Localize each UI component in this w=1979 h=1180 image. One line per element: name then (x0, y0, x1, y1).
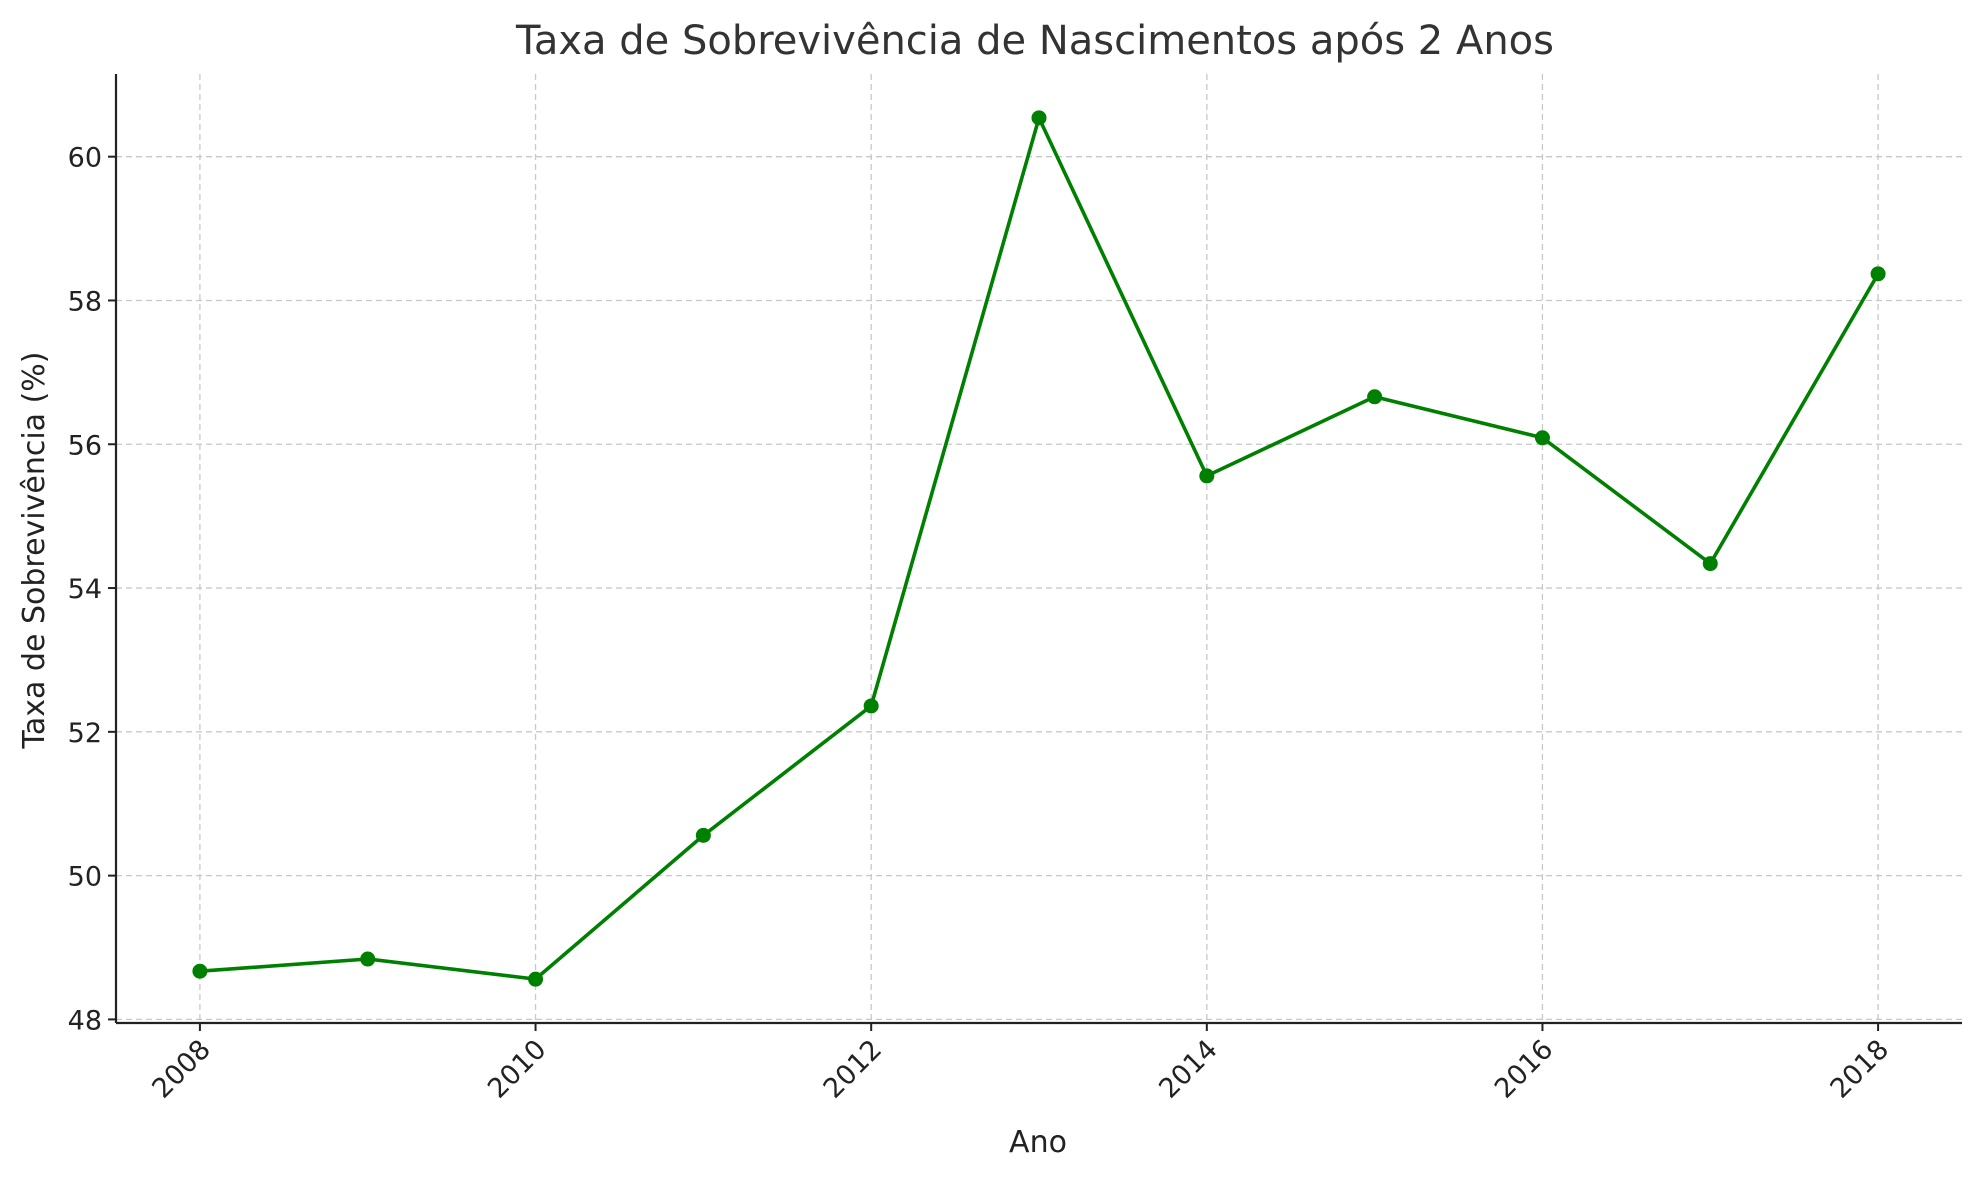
data-point (1031, 110, 1047, 126)
x-tick-label: 2010 (482, 1034, 553, 1105)
data-point (1534, 430, 1550, 446)
grid-lines (116, 74, 1962, 1023)
data-point (1199, 468, 1215, 484)
data-point (528, 971, 544, 987)
y-tick-label: 56 (68, 430, 102, 461)
data-point (863, 698, 879, 714)
y-tick-label: 60 (68, 143, 102, 174)
x-tick-label: 2016 (1489, 1034, 1560, 1105)
data-point (360, 951, 376, 967)
y-tick-label: 58 (68, 286, 102, 317)
x-tick-label: 2008 (146, 1034, 217, 1105)
series-line (199, 116, 1880, 981)
chart-title: Taxa de Sobrevivência de Nascimentos apó… (515, 18, 1554, 64)
y-tick-label: 54 (68, 574, 102, 605)
y-tick-label: 52 (68, 718, 102, 749)
data-point (192, 963, 208, 979)
series-layer (192, 110, 1886, 987)
data-point (1367, 389, 1383, 405)
x-tick-label: 2014 (1153, 1034, 1224, 1105)
data-point (1870, 266, 1886, 282)
x-axis-label: Ano (1009, 1125, 1067, 1160)
y-tick-label: 50 (68, 862, 102, 893)
x-tick-label: 2012 (818, 1034, 889, 1105)
y-axis-label: Taxa de Sobrevivência (%) (17, 351, 52, 749)
data-point (695, 827, 711, 843)
data-point (1702, 556, 1718, 572)
y-tick-label: 48 (68, 1005, 102, 1036)
x-tick-label: 2018 (1825, 1034, 1896, 1105)
